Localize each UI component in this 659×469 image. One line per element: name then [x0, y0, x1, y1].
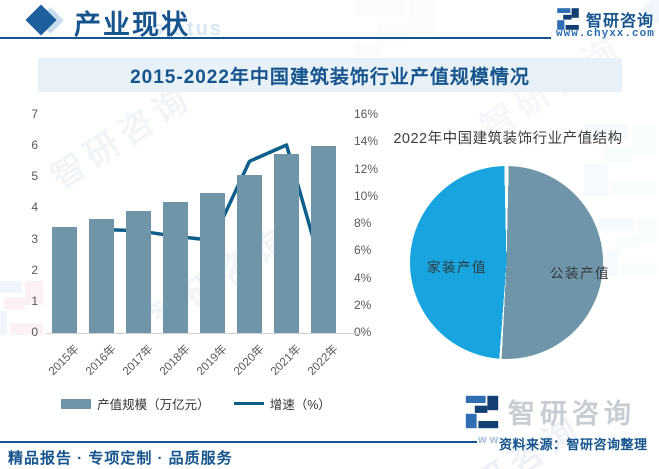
right-axis-tick-label: 6% — [354, 243, 372, 258]
right-axis-tick-label: 4% — [354, 270, 372, 285]
value-bar — [274, 153, 299, 333]
legend-item-line: 增速（%） — [233, 394, 331, 413]
right-axis-tick-label: 8% — [354, 216, 372, 230]
left-axis-tick-label: 7 — [31, 107, 38, 121]
pie-slice-label-public: 公装产值 — [550, 266, 610, 281]
left-axis-tick-label: 6 — [31, 138, 38, 153]
value-bar — [163, 202, 188, 333]
brand-block: 智研咨询 — [556, 7, 654, 31]
url-fragment-watermark: w w — [478, 434, 499, 446]
chart-title: 2015-2022年中国建筑装饰行业产值规模情况 — [130, 66, 530, 88]
footer-brand-block: 智研咨询 — [464, 392, 636, 431]
left-axis-tick-label: 0 — [31, 325, 38, 339]
right-axis-tick-label: 14% — [354, 134, 379, 149]
header-divider — [0, 37, 551, 39]
bar-legend-label: 产值规模（万亿元） — [97, 398, 210, 412]
value-bar — [52, 227, 77, 333]
pie-chart — [410, 166, 603, 359]
footer-brand-name: 智研咨询 — [508, 399, 636, 429]
right-axis-tick-label: 0% — [354, 325, 372, 339]
right-axis-tick-label: 2% — [354, 297, 372, 312]
chart-legend: 产值规模（万亿元） 增速（%） — [46, 394, 346, 413]
left-axis-tick-label: 3 — [31, 231, 38, 246]
pie-slice-label-home: 家装产值 — [427, 260, 487, 275]
right-axis-tick-label: 12% — [354, 161, 379, 176]
source-divider — [0, 441, 477, 443]
page-title: 产业现状 — [74, 10, 190, 40]
line-legend-label: 增速（%） — [269, 398, 331, 412]
left-axis-tick-label: 1 — [31, 293, 38, 308]
left-axis-tick-label: 2 — [31, 262, 38, 277]
status-watermark-text: status — [152, 18, 223, 40]
services-footer-text: 精品报告 · 专项定制 · 品质服务 — [8, 450, 233, 467]
brand-url[interactable]: www.chyxx.com — [556, 28, 655, 40]
x-axis-baseline — [46, 333, 364, 334]
value-bar — [311, 146, 336, 333]
value-bar — [89, 219, 114, 333]
chart-title-banner: 2015-2022年中国建筑装饰行业产值规模情况 — [38, 58, 622, 92]
right-axis-tick-label: 16% — [354, 107, 379, 121]
bar-legend-swatch — [61, 398, 92, 409]
value-bar — [237, 175, 262, 333]
right-axis-tick-label: 10% — [354, 188, 379, 203]
value-bar — [126, 210, 151, 333]
left-axis-tick-label: 4 — [31, 200, 38, 215]
brand-name: 智研咨询 — [586, 13, 655, 30]
data-source-text: 资料来源：智研咨询整理 — [499, 437, 648, 452]
pie-chart-title: 2022年中国建筑装饰行业产值结构 — [393, 131, 623, 147]
legend-item-bars: 产值规模（万亿元） — [61, 394, 210, 413]
value-bar — [200, 192, 225, 333]
line-legend-swatch — [233, 401, 264, 406]
company-logo-icon-large — [464, 394, 500, 430]
left-axis-tick-label: 5 — [31, 169, 38, 184]
